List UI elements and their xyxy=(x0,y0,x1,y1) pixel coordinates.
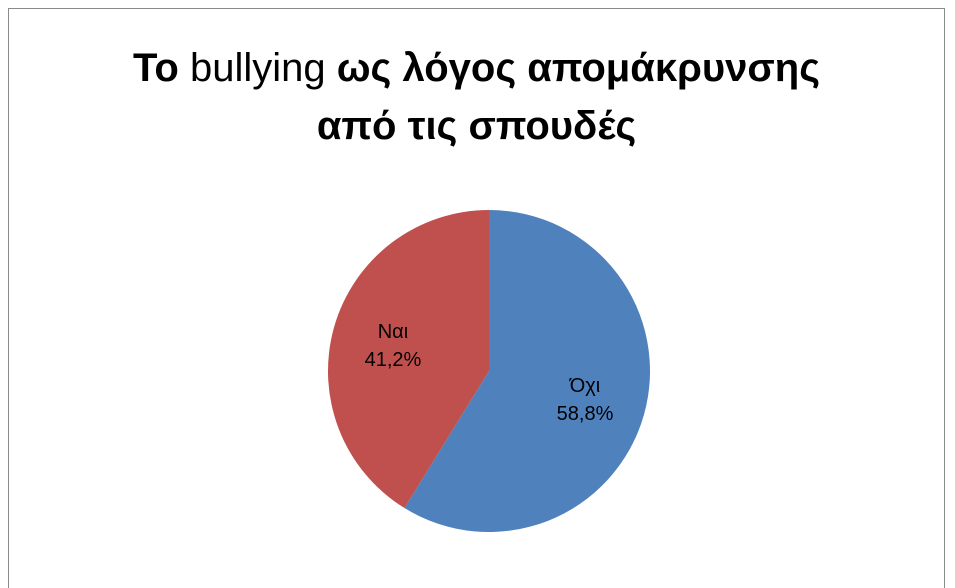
slice-category-label-1: Ναι xyxy=(378,321,408,343)
slice-category-label-0: Όχι xyxy=(569,375,600,397)
slice-value-label-1: 41,2% xyxy=(365,349,422,371)
pie-slices xyxy=(328,210,650,532)
pie-chart: Όχι 58,8% Ναι 41,2% xyxy=(9,9,946,581)
chart-area: Το bullying ως λόγος απομάκρυνσης από τι… xyxy=(8,8,945,588)
slice-value-label-0: 58,8% xyxy=(557,403,614,425)
